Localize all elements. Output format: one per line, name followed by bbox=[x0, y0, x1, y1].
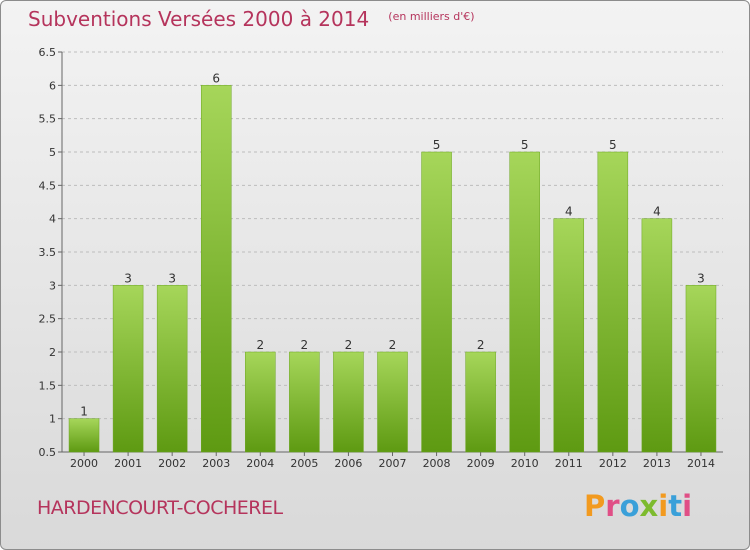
y-tick-label: 3 bbox=[49, 279, 56, 292]
x-tick-label-2011: 2011 bbox=[555, 457, 583, 470]
data-label-2012: 5 bbox=[609, 138, 617, 152]
proxiti-logo[interactable]: Proxiti bbox=[584, 489, 692, 523]
bar-2009 bbox=[465, 351, 496, 453]
y-tick-label: 1 bbox=[49, 413, 56, 426]
bar-2003 bbox=[200, 85, 232, 453]
x-tick-label-2000: 2000 bbox=[70, 457, 98, 470]
commune-name: HARDENCOURT-COCHEREL bbox=[37, 497, 283, 519]
y-tick-label: 4 bbox=[49, 213, 56, 226]
y-tick-label: 2 bbox=[49, 346, 56, 359]
bar-2005 bbox=[289, 351, 320, 453]
y-tick-label: 3.5 bbox=[39, 246, 57, 259]
bar-2013 bbox=[641, 218, 673, 453]
x-tick-label-2009: 2009 bbox=[467, 457, 495, 470]
logo-letter: P bbox=[584, 489, 606, 523]
data-label-2006: 2 bbox=[345, 338, 353, 352]
data-label-2000: 1 bbox=[80, 405, 88, 419]
x-tick-label-2003: 2003 bbox=[202, 457, 230, 470]
x-tick-label-2010: 2010 bbox=[511, 457, 539, 470]
data-label-2003: 6 bbox=[212, 71, 220, 85]
data-label-2004: 2 bbox=[256, 338, 264, 352]
data-label-2008: 5 bbox=[433, 138, 441, 152]
bar-2007 bbox=[377, 351, 408, 453]
bars-layer: 1 3 3 6 2 2 2 2 5 2 5 4 5 4 3 bbox=[68, 71, 717, 453]
data-label-2007: 2 bbox=[389, 338, 397, 352]
bar-2001 bbox=[112, 285, 144, 453]
y-tick-label: 1.5 bbox=[39, 379, 57, 392]
logo-letter: r bbox=[605, 489, 620, 523]
logo-letter: o bbox=[619, 489, 640, 523]
logo-letter: x bbox=[639, 489, 659, 523]
bar-2000 bbox=[68, 418, 100, 453]
bar-2002 bbox=[156, 285, 188, 453]
x-tick-label-2004: 2004 bbox=[246, 457, 274, 470]
chart-title: Subventions Versées 2000 à 2014 bbox=[28, 7, 370, 31]
data-label-2014: 3 bbox=[697, 271, 705, 285]
chart-unit: (en milliers d'€) bbox=[388, 10, 475, 23]
logo-letter: i bbox=[682, 489, 693, 523]
x-tick-label-2002: 2002 bbox=[158, 457, 186, 470]
data-label-2010: 5 bbox=[521, 138, 529, 152]
y-tick-label: 6.5 bbox=[39, 46, 57, 59]
bar-2011 bbox=[553, 218, 585, 453]
bar-2012 bbox=[597, 151, 629, 453]
x-tick-label-2008: 2008 bbox=[423, 457, 451, 470]
y-tick-label: 5.5 bbox=[39, 113, 57, 126]
y-tick-label: 6 bbox=[49, 79, 56, 92]
x-tick-label-2007: 2007 bbox=[379, 457, 407, 470]
logo-letter: i bbox=[658, 489, 669, 523]
bar-2008 bbox=[421, 151, 452, 453]
bar-2014 bbox=[685, 285, 717, 453]
bar-2004 bbox=[245, 351, 276, 453]
data-label-2005: 2 bbox=[301, 338, 309, 352]
y-tick-label: 4.5 bbox=[39, 179, 57, 192]
data-label-2013: 4 bbox=[653, 205, 661, 219]
x-tick-label-2005: 2005 bbox=[290, 457, 318, 470]
x-tick-label-2013: 2013 bbox=[643, 457, 671, 470]
data-label-2001: 3 bbox=[124, 271, 132, 285]
x-tick-label-2014: 2014 bbox=[687, 457, 715, 470]
y-tick-label: 5 bbox=[49, 146, 56, 159]
x-tick-label-2001: 2001 bbox=[114, 457, 142, 470]
bar-2010 bbox=[509, 151, 540, 453]
data-label-2011: 4 bbox=[565, 205, 573, 219]
title-row: Subventions Versées 2000 à 2014 (en mill… bbox=[28, 7, 475, 31]
data-label-2009: 2 bbox=[477, 338, 485, 352]
logo-letter: t bbox=[668, 489, 683, 523]
y-tick-label: 2.5 bbox=[39, 313, 57, 326]
x-tick-label-2012: 2012 bbox=[599, 457, 627, 470]
y-tick-label: 0.5 bbox=[39, 446, 57, 459]
x-tick-label-2006: 2006 bbox=[334, 457, 362, 470]
bar-2006 bbox=[333, 351, 364, 453]
data-label-2002: 3 bbox=[168, 271, 176, 285]
